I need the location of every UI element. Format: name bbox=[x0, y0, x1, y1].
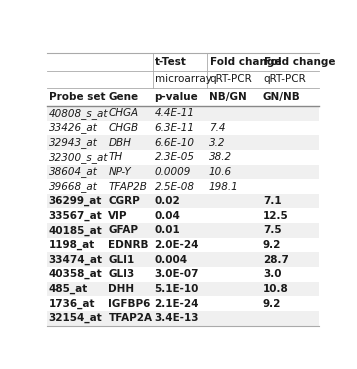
Text: 1736_at: 1736_at bbox=[49, 299, 95, 309]
Text: NP-Y: NP-Y bbox=[109, 167, 131, 177]
Text: 10.6: 10.6 bbox=[209, 167, 232, 177]
Bar bbox=[47, 223, 318, 238]
Text: 28.7: 28.7 bbox=[263, 255, 289, 265]
Text: GLI1: GLI1 bbox=[109, 255, 135, 265]
Text: 32154_at: 32154_at bbox=[49, 313, 102, 323]
Text: CGRP: CGRP bbox=[109, 196, 140, 206]
Text: 7.4: 7.4 bbox=[209, 123, 225, 133]
Text: 2.3E-05: 2.3E-05 bbox=[155, 152, 195, 162]
Bar bbox=[47, 53, 318, 70]
Bar bbox=[47, 267, 318, 282]
Text: 32943_at: 32943_at bbox=[49, 137, 97, 148]
Bar bbox=[47, 165, 318, 179]
Text: 36299_at: 36299_at bbox=[49, 196, 102, 206]
Text: 3.2: 3.2 bbox=[209, 138, 225, 148]
Text: 9.2: 9.2 bbox=[263, 240, 281, 250]
Text: 33474_at: 33474_at bbox=[49, 255, 103, 265]
Text: 9.2: 9.2 bbox=[263, 299, 281, 308]
Text: 12.5: 12.5 bbox=[263, 211, 289, 221]
Bar bbox=[47, 121, 318, 135]
Text: 0.02: 0.02 bbox=[155, 196, 180, 206]
Text: 0.004: 0.004 bbox=[155, 255, 188, 265]
Text: 485_at: 485_at bbox=[49, 284, 88, 294]
Bar bbox=[47, 311, 318, 325]
Text: TH: TH bbox=[109, 152, 122, 162]
Text: 0.04: 0.04 bbox=[155, 211, 180, 221]
Text: 4.4E-11: 4.4E-11 bbox=[155, 108, 195, 118]
Text: 1198_at: 1198_at bbox=[49, 240, 95, 250]
Bar bbox=[47, 106, 318, 121]
Bar bbox=[47, 194, 318, 208]
Text: 40808_s_at: 40808_s_at bbox=[49, 108, 108, 119]
Text: 0.0009: 0.0009 bbox=[155, 167, 191, 177]
Text: 2.0E-24: 2.0E-24 bbox=[155, 240, 199, 250]
Bar bbox=[47, 150, 318, 165]
Text: 6.6E-10: 6.6E-10 bbox=[155, 138, 195, 148]
Text: t-Test: t-Test bbox=[155, 57, 187, 67]
Text: CHGA: CHGA bbox=[109, 108, 139, 118]
Text: Probe set: Probe set bbox=[49, 92, 105, 102]
Text: 5.1E-10: 5.1E-10 bbox=[155, 284, 199, 294]
Text: 3.0: 3.0 bbox=[263, 269, 281, 279]
Text: DHH: DHH bbox=[109, 284, 135, 294]
Bar bbox=[47, 238, 318, 252]
Text: microarray: microarray bbox=[155, 75, 212, 85]
Text: GFAP: GFAP bbox=[109, 225, 139, 235]
Text: 2.1E-24: 2.1E-24 bbox=[155, 299, 199, 308]
Text: Fold change: Fold change bbox=[210, 57, 281, 67]
Bar bbox=[47, 135, 318, 150]
Text: TFAP2A: TFAP2A bbox=[109, 313, 152, 323]
Text: NB/GN: NB/GN bbox=[209, 92, 246, 102]
Bar bbox=[47, 282, 318, 296]
Text: 32300_s_at: 32300_s_at bbox=[49, 152, 108, 163]
Text: EDNRB: EDNRB bbox=[109, 240, 149, 250]
Bar bbox=[47, 208, 318, 223]
Text: VIP: VIP bbox=[109, 211, 128, 221]
Text: Fold change: Fold change bbox=[264, 57, 335, 67]
Text: 39668_at: 39668_at bbox=[49, 181, 97, 192]
Text: IGFBP6: IGFBP6 bbox=[109, 299, 151, 308]
Bar bbox=[47, 252, 318, 267]
Text: Gene: Gene bbox=[109, 92, 139, 102]
Text: 10.8: 10.8 bbox=[263, 284, 289, 294]
Text: 38.2: 38.2 bbox=[209, 152, 232, 162]
Bar bbox=[47, 70, 318, 88]
Bar bbox=[47, 296, 318, 311]
Text: CHGB: CHGB bbox=[109, 123, 139, 133]
Bar bbox=[47, 179, 318, 194]
Text: 33567_at: 33567_at bbox=[49, 211, 102, 221]
Text: 7.1: 7.1 bbox=[263, 196, 282, 206]
Text: TFAP2B: TFAP2B bbox=[109, 182, 147, 192]
Text: 3.0E-07: 3.0E-07 bbox=[155, 269, 199, 279]
Text: 198.1: 198.1 bbox=[209, 182, 238, 192]
Text: 2.5E-08: 2.5E-08 bbox=[155, 182, 195, 192]
Text: p-value: p-value bbox=[155, 92, 198, 102]
Text: 6.3E-11: 6.3E-11 bbox=[155, 123, 195, 133]
Text: 7.5: 7.5 bbox=[263, 225, 282, 235]
Text: 38604_at: 38604_at bbox=[49, 166, 97, 177]
Text: 33426_at: 33426_at bbox=[49, 123, 97, 134]
Text: GN/NB: GN/NB bbox=[263, 92, 301, 102]
Text: DBH: DBH bbox=[109, 138, 131, 148]
Text: GLI3: GLI3 bbox=[109, 269, 135, 279]
Text: 3.4E-13: 3.4E-13 bbox=[155, 313, 199, 323]
Text: 0.01: 0.01 bbox=[155, 225, 180, 235]
Text: 40185_at: 40185_at bbox=[49, 225, 102, 235]
Text: 40358_at: 40358_at bbox=[49, 269, 102, 279]
Text: qRT-PCR: qRT-PCR bbox=[210, 75, 252, 85]
Text: qRT-PCR: qRT-PCR bbox=[264, 75, 307, 85]
Bar bbox=[47, 88, 318, 106]
